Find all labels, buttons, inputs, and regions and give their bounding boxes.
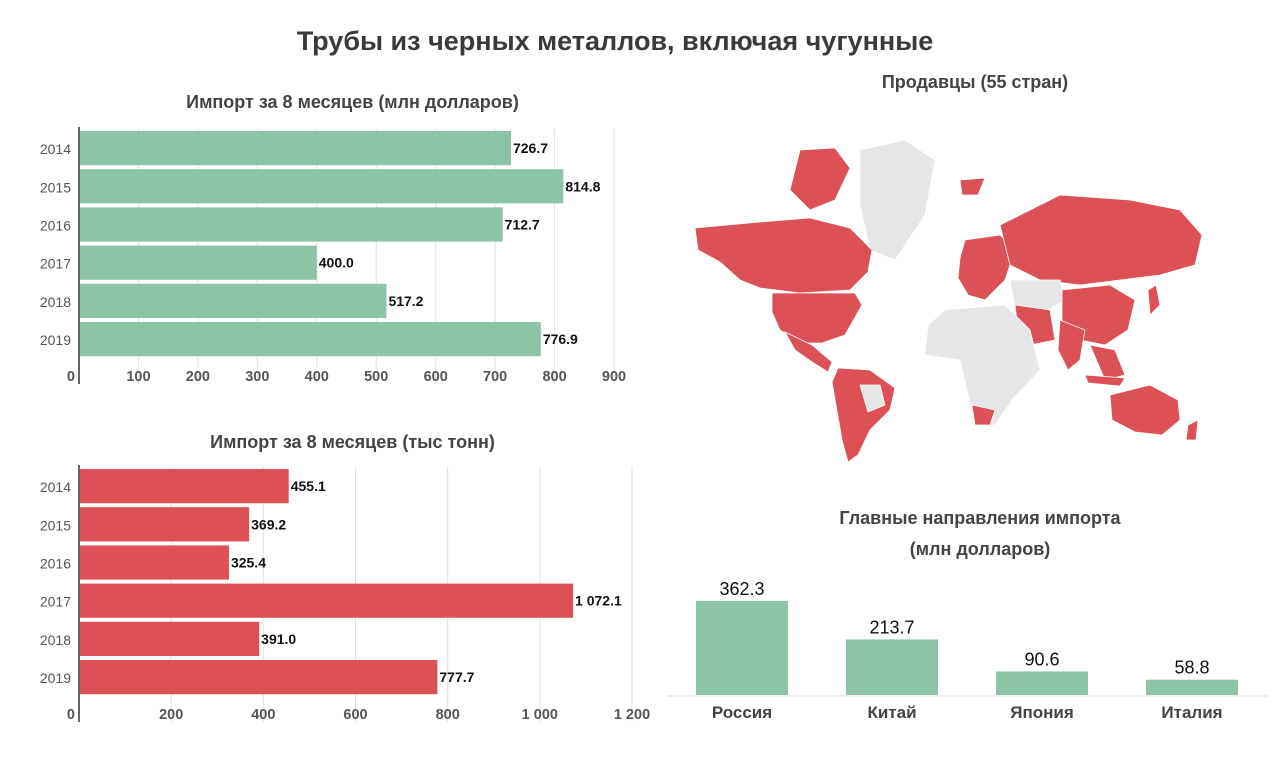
chart-title-line: Главные направления импорта bbox=[839, 508, 1121, 528]
australia-region bbox=[1109, 384, 1181, 436]
y-tick-label: 2015 bbox=[40, 179, 71, 195]
x-tick-label: 300 bbox=[245, 369, 269, 385]
arctic-islands-region bbox=[789, 147, 851, 211]
x-tick-label: 700 bbox=[483, 369, 507, 385]
bar-value-label: 213.7 bbox=[869, 617, 914, 637]
bar bbox=[1146, 679, 1238, 695]
russia-region bbox=[999, 194, 1203, 286]
usa-region bbox=[771, 292, 863, 344]
bar-value-label: 90.6 bbox=[1024, 649, 1059, 669]
japan-region bbox=[1147, 284, 1161, 316]
bar-value-label: 325.4 bbox=[231, 555, 266, 571]
bar bbox=[80, 245, 317, 280]
x-tick-label: 1 000 bbox=[522, 707, 558, 723]
y-tick-label: 2016 bbox=[40, 556, 71, 572]
main-title: Трубы из черных металлов, включая чугунн… bbox=[296, 26, 934, 56]
bar-value-label: 1 072.1 bbox=[575, 593, 622, 609]
x-tick-label: 0 bbox=[67, 707, 75, 723]
x-tick-label: 500 bbox=[364, 369, 388, 385]
bar bbox=[80, 583, 574, 618]
bar bbox=[80, 545, 229, 580]
new-zealand-region bbox=[1185, 419, 1199, 441]
x-tick-label: 0 bbox=[67, 369, 75, 385]
bar-value-label: 777.7 bbox=[439, 669, 474, 685]
x-tick-label: 1 200 bbox=[614, 707, 650, 723]
bar-value-label: 814.8 bbox=[565, 178, 600, 194]
y-tick-label: 2018 bbox=[40, 632, 71, 648]
india-region bbox=[1057, 319, 1086, 371]
x-tick-label: 600 bbox=[343, 707, 367, 723]
chart-title-line: (млн долларов) bbox=[909, 539, 1051, 559]
southeast-asia-region bbox=[1089, 344, 1126, 381]
category-label: Япония bbox=[1010, 703, 1074, 722]
category-label: Италия bbox=[1161, 703, 1222, 722]
bar bbox=[80, 283, 387, 318]
bar-value-label: 362.3 bbox=[719, 579, 764, 599]
indonesia-region bbox=[1084, 374, 1126, 387]
bar bbox=[80, 469, 289, 504]
x-tick-label: 200 bbox=[186, 369, 210, 385]
bar-value-label: 58.8 bbox=[1174, 658, 1209, 678]
x-tick-label: 900 bbox=[602, 369, 626, 385]
bar-value-label: 369.2 bbox=[251, 516, 286, 532]
bar-value-label: 712.7 bbox=[505, 217, 540, 233]
bar-value-label: 400.0 bbox=[319, 255, 354, 271]
y-tick-label: 2016 bbox=[40, 218, 71, 234]
x-tick-label: 100 bbox=[126, 369, 150, 385]
south-africa-region bbox=[971, 404, 996, 426]
bar bbox=[696, 600, 788, 695]
x-tick-label: 200 bbox=[159, 707, 183, 723]
bar bbox=[80, 507, 250, 542]
svalbard-region bbox=[959, 177, 986, 196]
y-tick-label: 2019 bbox=[40, 332, 71, 348]
north-america-north-region bbox=[694, 217, 873, 294]
chart-title-volume: Импорт за 8 месяцев (тыс тонн) bbox=[210, 432, 495, 452]
bar-value-label: 776.9 bbox=[543, 331, 578, 347]
x-tick-label: 800 bbox=[436, 707, 460, 723]
chart-title-map: Продавцы (55 стран) bbox=[881, 72, 1069, 92]
y-tick-label: 2014 bbox=[40, 141, 71, 157]
world-map bbox=[694, 139, 1203, 463]
x-tick-label: 800 bbox=[542, 369, 566, 385]
south-america-region bbox=[831, 367, 896, 463]
bar-value-label: 391.0 bbox=[261, 631, 296, 647]
chart-title-value: Импорт за 8 месяцев (млн долларов) bbox=[186, 92, 519, 112]
x-tick-label: 600 bbox=[424, 369, 448, 385]
y-tick-label: 2018 bbox=[40, 294, 71, 310]
x-tick-label: 400 bbox=[251, 707, 275, 723]
bar-value-label: 455.1 bbox=[291, 478, 326, 494]
y-tick-label: 2015 bbox=[40, 517, 71, 533]
y-tick-label: 2017 bbox=[40, 256, 71, 272]
greenland-region bbox=[859, 139, 936, 261]
bar bbox=[80, 660, 438, 695]
south-america-gray-region bbox=[859, 384, 886, 413]
bar bbox=[996, 671, 1088, 695]
bar bbox=[80, 131, 511, 166]
chart-title-top-partners: Главные направления импорта (млн долларов… bbox=[680, 503, 1280, 565]
bar-value-label: 726.7 bbox=[513, 140, 548, 156]
x-tick-label: 400 bbox=[305, 369, 329, 385]
bar bbox=[80, 207, 503, 242]
category-label: Китай bbox=[867, 703, 916, 722]
bar bbox=[846, 639, 938, 695]
bar bbox=[80, 322, 541, 357]
bar bbox=[80, 169, 564, 204]
y-tick-label: 2014 bbox=[40, 479, 71, 495]
y-tick-label: 2019 bbox=[40, 670, 71, 686]
central-america-region bbox=[784, 331, 833, 373]
bar bbox=[80, 621, 260, 656]
category-label: Россия bbox=[712, 703, 772, 722]
y-tick-label: 2017 bbox=[40, 594, 71, 610]
bar-value-label: 517.2 bbox=[388, 293, 423, 309]
